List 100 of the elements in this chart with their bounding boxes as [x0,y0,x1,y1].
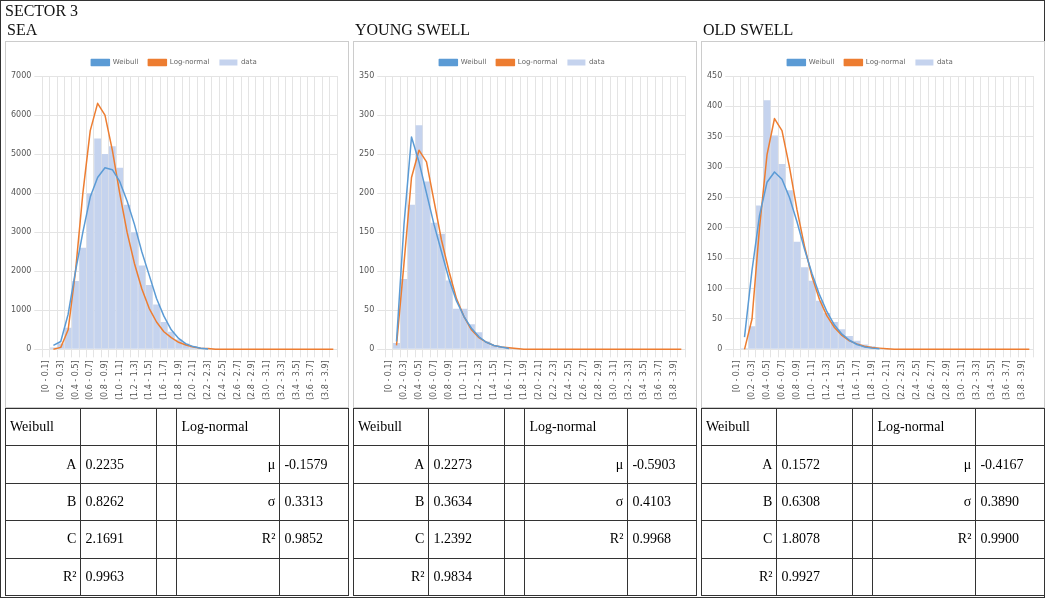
text: 1.2392 [428,520,505,559]
x-tick-label: (0.4 - 0.5] [414,360,424,401]
text: 0.6308 [776,483,853,521]
x-tick-label: (1.8 - 1.9] [867,360,877,401]
y-tick-label: 350 [358,71,375,81]
x-tick-label: (2.8 - 2.9] [247,360,257,401]
x-tick-label: (2.0 - 2.1] [882,360,891,401]
y-tick-label: 3000 [11,227,32,237]
x-tick-label: (2.4 - 2.5] [217,360,227,401]
text: μ [524,445,628,484]
x-tick-label: (1.4 - 1.5] [489,360,499,401]
y-tick-label: 4000 [11,188,32,198]
x-tick-label: [0 - 0.1] [384,360,394,393]
text: B [701,483,777,521]
text: 2.1691 [80,520,157,559]
x-tick-label: (3.4 - 3.5] [638,360,648,401]
x-tick-label: (1.8 - 1.9] [173,360,183,401]
text: σ [524,483,628,521]
y-tick-label: 350 [706,131,723,141]
x-tick-label: (0.2 - 0.3] [55,360,65,401]
chart-title: SEA [7,21,38,39]
x-tick-label: (1.2 - 1.3] [474,360,484,401]
x-tick-label: (3.8 - 3.9] [668,360,678,401]
text: -0.4167 [975,445,1045,484]
y-tick-label: 100 [706,283,723,293]
x-tick-label: (3.4 - 3.5] [291,360,301,401]
y-tick-label: 200 [706,222,723,232]
text: -0.1579 [279,445,349,484]
text: C [5,520,81,559]
text: 0.9900 [975,520,1045,559]
x-tick-label: (1.0 - 1.1] [114,360,124,401]
text: 0.8262 [80,483,157,521]
y-tick-label: 0 [369,344,375,354]
x-tick-label: (2.0 - 2.1] [188,360,198,401]
y-tick-label: 7000 [11,71,32,81]
y-tick-label: 1000 [11,305,32,315]
x-tick-label: (1.6 - 1.7] [504,360,514,401]
text: 0.1572 [776,445,853,484]
text: C [353,520,429,559]
y-tick-label: 50 [712,314,723,324]
text: A [701,445,777,484]
x-tick-label: (0.6 - 0.7] [777,360,787,401]
text: C [701,520,777,559]
x-tick-label: [0 - 0.1] [41,360,51,393]
text: R² [524,520,628,559]
text: B [353,483,429,521]
text: 0.3313 [279,483,349,521]
x-tick-label: (1.6 - 1.7] [852,360,862,401]
x-tick-label: (2.2 - 2.3] [896,360,906,401]
text: μ [872,445,976,484]
text: 0.2235 [80,445,157,484]
y-tick-label: 2000 [11,266,32,276]
text: A [353,445,429,484]
text: 0.9968 [627,520,697,559]
x-tick-label: (3.6 - 3.7] [653,360,663,401]
x-tick-label: (3.4 - 3.5] [986,360,996,401]
x-tick-label: (0.2 - 0.3] [399,360,409,401]
y-tick-label: 250 [706,192,723,202]
y-tick-label: 0 [26,344,32,354]
x-tick-label: (3.2 - 3.3] [971,360,981,401]
y-tick-label: 100 [358,266,375,276]
x-tick-label: (0.6 - 0.7] [85,360,95,401]
x-tick-label: (3.0 - 3.1] [608,360,618,401]
y-tick-label: 450 [706,71,723,81]
text: 1.8078 [776,520,853,559]
text: σ [176,483,280,521]
text: μ [176,445,280,484]
y-tick-label: 150 [358,227,375,237]
text: Log-normal [872,408,976,446]
y-tick-label: 250 [358,149,375,159]
chart-title: OLD SWELL [703,21,794,39]
text: R² [353,558,429,596]
text: σ [872,483,976,521]
y-tick-label: 6000 [11,110,32,120]
text: 0.9852 [279,520,349,559]
x-tick-label: (3.6 - 3.7] [1001,360,1011,401]
text: R² [176,520,280,559]
x-tick-label: (1.4 - 1.5] [144,360,154,401]
x-tick-label: (0.4 - 0.5] [762,360,772,401]
text: 0.2273 [428,445,505,484]
text: 0.3634 [428,483,505,521]
text: SECTOR 3 [5,2,79,20]
x-tick-label: (2.6 - 2.7] [578,360,588,401]
text: R² [701,558,777,596]
y-tick-label: 0 [717,344,723,354]
text: R² [872,520,976,559]
x-tick-label: (1.4 - 1.5] [837,360,847,401]
x-tick-label: (1.0 - 1.1] [807,360,817,401]
y-tick-label: 300 [706,162,723,172]
x-tick-label: (1.6 - 1.7] [158,360,168,401]
x-tick-label: (2.2 - 2.3] [203,360,213,401]
x-tick-label: (1.0 - 1.1] [459,360,469,401]
y-tick-label: 400 [706,101,723,111]
x-tick-label: (2.8 - 2.9] [941,360,951,401]
x-tick-label: (3.0 - 3.1] [956,360,966,401]
text: 0.9963 [80,558,157,596]
text: A [5,445,81,484]
y-tick-label: 150 [706,253,723,263]
text: Weibull [353,408,429,446]
y-tick-label: 50 [364,305,375,315]
